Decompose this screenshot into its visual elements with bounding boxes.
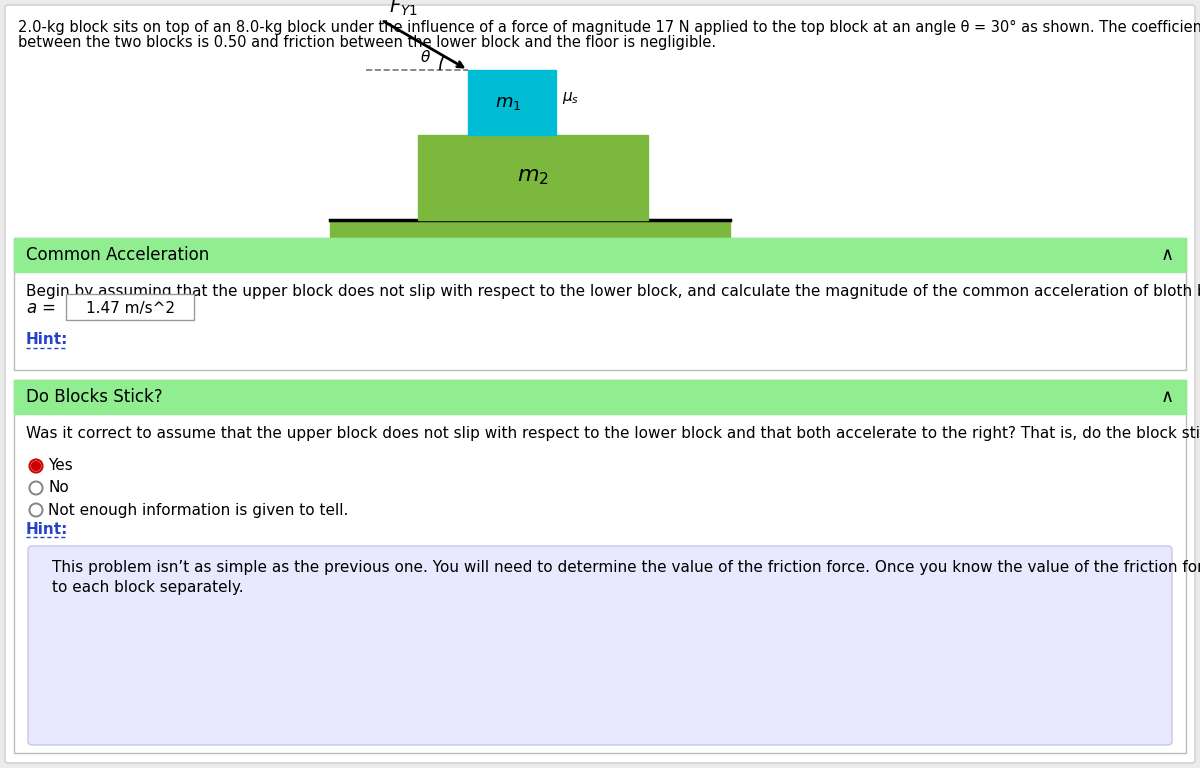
FancyBboxPatch shape xyxy=(28,546,1172,745)
Text: Was it correct to assume that the upper block does not slip with respect to the : Was it correct to assume that the upper … xyxy=(26,426,1200,441)
Text: Not enough information is given to tell.: Not enough information is given to tell. xyxy=(48,502,348,518)
Text: ∧: ∧ xyxy=(1160,246,1174,264)
Text: Hint:: Hint: xyxy=(26,333,68,347)
Circle shape xyxy=(31,505,41,515)
Text: $m_2$: $m_2$ xyxy=(517,167,548,187)
Bar xyxy=(330,220,730,238)
Circle shape xyxy=(31,484,41,492)
FancyBboxPatch shape xyxy=(5,5,1195,763)
Text: $\vec{F}_{Y1}$: $\vec{F}_{Y1}$ xyxy=(389,0,419,18)
Bar xyxy=(418,135,648,220)
FancyBboxPatch shape xyxy=(14,238,1186,370)
Text: $m_1$: $m_1$ xyxy=(494,94,521,111)
Text: ∧: ∧ xyxy=(1160,388,1174,406)
Text: $a$ =: $a$ = xyxy=(26,299,55,317)
Text: to each block separately.: to each block separately. xyxy=(52,580,244,595)
Text: $\mu_s$: $\mu_s$ xyxy=(562,91,580,107)
Text: 1.47 m/s^2: 1.47 m/s^2 xyxy=(85,300,174,316)
Text: This problem isn’t as simple as the previous one. You will need to determine the: This problem isn’t as simple as the prev… xyxy=(52,560,1200,575)
Text: Begin by assuming that the upper block does not slip with respect to the lower b: Begin by assuming that the upper block d… xyxy=(26,284,1200,299)
Bar xyxy=(14,380,1186,414)
FancyBboxPatch shape xyxy=(14,380,1186,753)
Text: Common Acceleration: Common Acceleration xyxy=(26,246,209,264)
Bar xyxy=(14,238,1186,272)
Text: between the two blocks is 0.50 and friction between the lower block and the floo: between the two blocks is 0.50 and frict… xyxy=(18,35,716,50)
FancyBboxPatch shape xyxy=(66,294,194,320)
Text: Do Blocks Stick?: Do Blocks Stick? xyxy=(26,388,163,406)
Text: No: No xyxy=(48,481,68,495)
Text: 2.0-kg block sits on top of an 8.0-kg block under the influence of a force of ma: 2.0-kg block sits on top of an 8.0-kg bl… xyxy=(18,20,1200,35)
Text: Yes: Yes xyxy=(48,458,73,474)
Text: $\theta$: $\theta$ xyxy=(420,49,432,65)
Text: Hint:: Hint: xyxy=(26,522,68,538)
Bar xyxy=(468,70,556,135)
Circle shape xyxy=(31,462,41,471)
